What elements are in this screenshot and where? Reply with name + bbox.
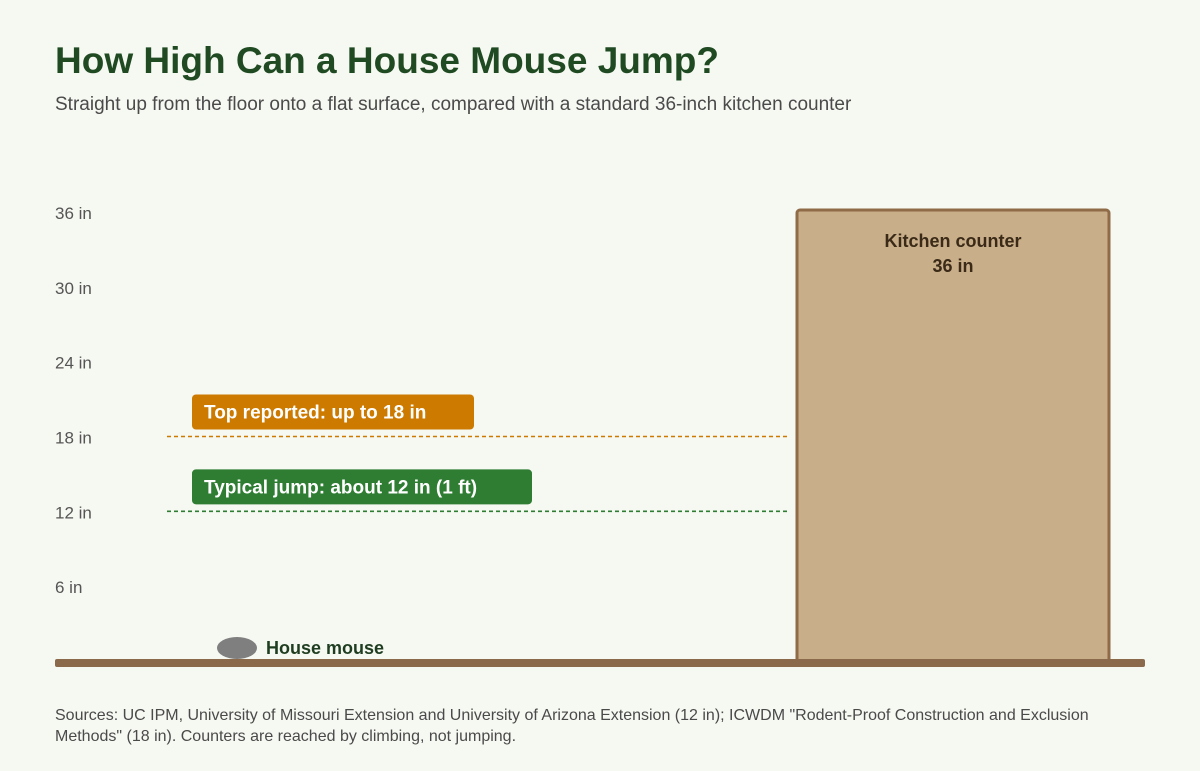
counter-label: Kitchen counter: [884, 231, 1021, 251]
floor-line: [55, 659, 1145, 667]
chart-title: How High Can a House Mouse Jump?: [55, 40, 719, 81]
mouse-label: House mouse: [266, 638, 384, 658]
y-tick-label: 36 in: [55, 204, 92, 223]
chart-subtitle: Straight up from the floor onto a flat s…: [55, 94, 852, 115]
y-tick-label: 6 in: [55, 578, 82, 597]
mouse-marker: [217, 637, 257, 659]
y-tick-label: 18 in: [55, 429, 92, 448]
counter-value-label: 36 in: [932, 256, 973, 276]
sources-note: Sources: UC IPM, University of Missouri …: [55, 707, 1089, 745]
counter-bar: [795, 208, 1111, 665]
y-tick-label: 30 in: [55, 279, 92, 298]
reference-badge-top: [192, 394, 474, 430]
y-tick-label: 24 in: [55, 354, 92, 373]
reference-badge-typical: [192, 469, 532, 505]
reference-label-top: Top reported: up to 18 in: [204, 403, 426, 424]
y-tick-label: 12 in: [55, 503, 92, 522]
reference-label-typical: Typical jump: about 12 in (1 ft): [204, 477, 477, 498]
chart-area: 6 in 12 in 18 in 24 in 30 in 36 in Kitchen cou…: [55, 204, 1145, 667]
